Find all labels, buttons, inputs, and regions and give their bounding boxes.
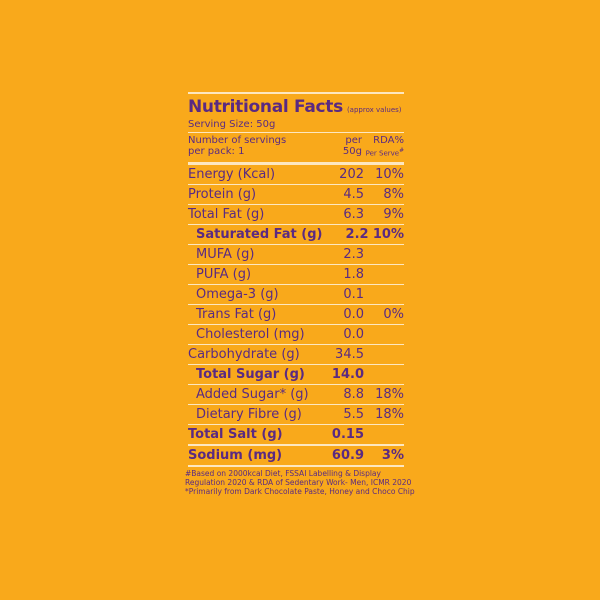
nutrient-rda-value: 9% xyxy=(383,207,404,223)
nutrient-row-energy: Energy (Kcal) 202 10% xyxy=(188,165,404,186)
title-note: (approx values) xyxy=(346,106,402,114)
nutrient-row-added-sugar: Added Sugar* (g) 8.8 18% xyxy=(188,385,404,406)
per-header-line1: per xyxy=(345,135,362,146)
per-header-line2: 50g xyxy=(342,146,362,157)
nutrient-label: Added Sugar* (g) xyxy=(196,387,309,403)
serving-info: Serving Size: 50g xyxy=(188,119,404,133)
nutrient-row-dietary-fibre: Dietary Fibre (g) 5.5 18% xyxy=(188,405,404,426)
nutrient-label: Saturated Fat (g) xyxy=(196,227,323,243)
rda-header-line1: RDA% xyxy=(373,135,404,146)
nutrient-per-value: 60.9 xyxy=(331,448,364,464)
nutrient-row-total-fat: Total Fat (g) 6.3 9% xyxy=(188,205,404,226)
nutrient-label: Dietary Fibre (g) xyxy=(196,407,302,423)
nutrient-label: Energy (Kcal) xyxy=(188,167,276,183)
nutrient-label: MUFA (g) xyxy=(196,247,255,263)
rda-header-mark: # xyxy=(399,148,404,154)
nutrient-per-value: 6.3 xyxy=(343,207,364,223)
nutrient-per-value: 1.8 xyxy=(343,267,364,283)
nutrient-row-protein: Protein (g) 4.5 8% xyxy=(188,185,404,206)
nutrient-label: Total Fat (g) xyxy=(188,207,265,223)
rda-header-line2-text: Per Serve xyxy=(365,149,400,158)
title-row: Nutritional Facts (approx values) xyxy=(188,97,404,117)
nutrient-row-total-sugar: Total Sugar (g) 14.0 xyxy=(188,365,404,386)
nutrient-per-value: 2.3 xyxy=(343,247,364,263)
nutrient-per-value: 0.1 xyxy=(343,287,364,303)
nutrient-label: PUFA (g) xyxy=(196,267,252,283)
nutrient-label: Total Salt (g) xyxy=(188,427,283,443)
nutrient-row-carbohydrate: Carbohydrate (g) 34.5 xyxy=(188,345,404,366)
panel-title: Nutritional Facts xyxy=(188,97,343,117)
nutrient-rda-value: 8% xyxy=(383,187,404,203)
nutrient-per-value: 0.0 xyxy=(343,327,364,343)
nutrient-row-omega-3: Omega-3 (g) 0.1 xyxy=(188,285,404,306)
nutrient-rda-value: 0% xyxy=(383,307,404,323)
nutrient-per-value: 2.2 xyxy=(345,227,369,243)
rda-header-line2: Per Serve# xyxy=(362,146,404,159)
per-serving-header: per 50g xyxy=(330,135,362,159)
nutrient-row-saturated-fat: Saturated Fat (g) 2.2 10% xyxy=(188,225,404,246)
nutrient-row-trans-fat: Trans Fat (g) 0.0 0% xyxy=(188,305,404,326)
nutrient-per-value: 8.8 xyxy=(343,387,364,403)
nutrient-per-value: 202 xyxy=(339,167,364,183)
nutrient-row-total-salt: Total Salt (g) 0.15 xyxy=(188,425,404,447)
nutrient-row-sodium: Sodium (mg) 60.9 3% xyxy=(188,446,404,468)
nutrient-per-value: 0.0 xyxy=(343,307,364,323)
nutrient-per-value: 4.5 xyxy=(343,187,364,203)
top-rule xyxy=(188,92,404,94)
nutrient-row-mufa: MUFA (g) 2.3 xyxy=(188,245,404,266)
nutrient-label: Total Sugar (g) xyxy=(196,367,305,383)
table-header: Number of servings per pack: 1 per 50g R… xyxy=(188,133,404,166)
nutrient-label: Trans Fat (g) xyxy=(196,307,277,323)
footnote: #Based on 2000kcal Diet, FSSAI Labelling… xyxy=(185,469,415,496)
nutrient-label: Protein (g) xyxy=(188,187,257,203)
servings-per-pack: Number of servings per pack: 1 xyxy=(188,135,330,159)
nutrient-row-cholesterol: Cholesterol (mg) 0.0 xyxy=(188,325,404,346)
nutrient-rda-value: 3% xyxy=(381,448,404,464)
nutrient-rda-value: 10% xyxy=(375,167,404,183)
nutrient-rda-value: 18% xyxy=(375,387,404,403)
nutrient-label: Carbohydrate (g) xyxy=(188,347,300,363)
nutrient-rda-value: 10% xyxy=(372,227,404,243)
nutrient-per-value: 34.5 xyxy=(335,347,364,363)
nutrient-rda-value: 18% xyxy=(375,407,404,423)
nutrient-per-value: 0.15 xyxy=(331,427,364,443)
nutrient-label: Omega-3 (g) xyxy=(196,287,279,303)
nutrient-row-pufa: PUFA (g) 1.8 xyxy=(188,265,404,286)
servings-per-pack-line2: per pack: 1 xyxy=(188,146,245,157)
nutrition-facts-panel: Nutritional Facts (approx values) Servin… xyxy=(188,92,404,468)
rda-header: RDA% Per Serve# xyxy=(362,135,404,159)
serving-size: Serving Size: 50g xyxy=(188,119,276,130)
nutrient-per-value: 5.5 xyxy=(343,407,364,423)
nutrient-per-value: 14.0 xyxy=(331,367,364,383)
servings-per-pack-line1: Number of servings xyxy=(188,135,287,146)
nutrient-label: Sodium (mg) xyxy=(188,448,283,464)
nutrient-label: Cholesterol (mg) xyxy=(196,327,305,343)
nutrient-rows: Energy (Kcal) 202 10% Protein (g) 4.5 8%… xyxy=(188,165,404,468)
